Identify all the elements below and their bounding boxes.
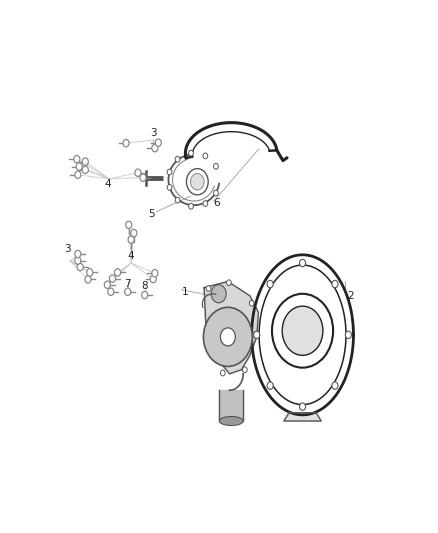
Text: 2: 2 (347, 291, 353, 301)
Circle shape (282, 306, 323, 356)
Circle shape (167, 184, 172, 190)
Circle shape (128, 236, 134, 243)
Circle shape (214, 190, 219, 196)
Circle shape (85, 276, 91, 283)
Text: 4: 4 (128, 251, 134, 261)
Circle shape (82, 158, 88, 165)
Text: 3: 3 (150, 128, 156, 138)
Ellipse shape (219, 416, 243, 425)
Circle shape (203, 153, 208, 159)
Circle shape (220, 328, 235, 346)
Polygon shape (219, 390, 243, 421)
Circle shape (74, 156, 80, 163)
Circle shape (125, 288, 131, 295)
Circle shape (203, 200, 208, 206)
Circle shape (267, 382, 273, 389)
Circle shape (131, 229, 137, 237)
Circle shape (167, 169, 172, 175)
Circle shape (75, 257, 81, 264)
Circle shape (75, 251, 81, 257)
Circle shape (152, 144, 158, 152)
Circle shape (189, 203, 193, 209)
Circle shape (187, 168, 208, 195)
Circle shape (175, 156, 180, 162)
Circle shape (249, 301, 254, 306)
Circle shape (135, 169, 141, 176)
Circle shape (272, 294, 333, 368)
Text: 5: 5 (148, 209, 155, 219)
Circle shape (76, 163, 82, 170)
Text: 8: 8 (141, 281, 148, 292)
Circle shape (332, 280, 338, 288)
Circle shape (140, 174, 146, 181)
Circle shape (126, 221, 132, 229)
Circle shape (226, 280, 231, 286)
Text: 3: 3 (64, 245, 71, 254)
Circle shape (191, 174, 204, 190)
Circle shape (214, 164, 219, 169)
Circle shape (332, 382, 338, 389)
Text: 1: 1 (181, 287, 188, 297)
Circle shape (141, 292, 148, 298)
Circle shape (123, 140, 129, 147)
Circle shape (254, 331, 260, 338)
Text: 6: 6 (214, 198, 220, 208)
Circle shape (150, 276, 156, 282)
Circle shape (253, 332, 258, 338)
Polygon shape (204, 281, 258, 374)
Circle shape (110, 275, 116, 282)
Circle shape (211, 285, 226, 303)
Polygon shape (284, 413, 321, 421)
Circle shape (267, 280, 273, 288)
Circle shape (175, 197, 180, 203)
Circle shape (75, 171, 81, 179)
Circle shape (152, 270, 158, 277)
Circle shape (220, 370, 225, 376)
Circle shape (104, 281, 110, 288)
Circle shape (203, 308, 252, 366)
Circle shape (155, 139, 161, 147)
Circle shape (206, 286, 211, 292)
Circle shape (77, 263, 83, 271)
Text: 4: 4 (104, 179, 111, 189)
Circle shape (189, 150, 193, 156)
Circle shape (243, 367, 247, 373)
Circle shape (300, 403, 306, 410)
Text: 7: 7 (124, 279, 131, 288)
Circle shape (114, 269, 120, 276)
Circle shape (300, 260, 306, 266)
Circle shape (87, 269, 93, 276)
Circle shape (108, 288, 114, 295)
Circle shape (345, 331, 351, 338)
Circle shape (82, 166, 88, 174)
